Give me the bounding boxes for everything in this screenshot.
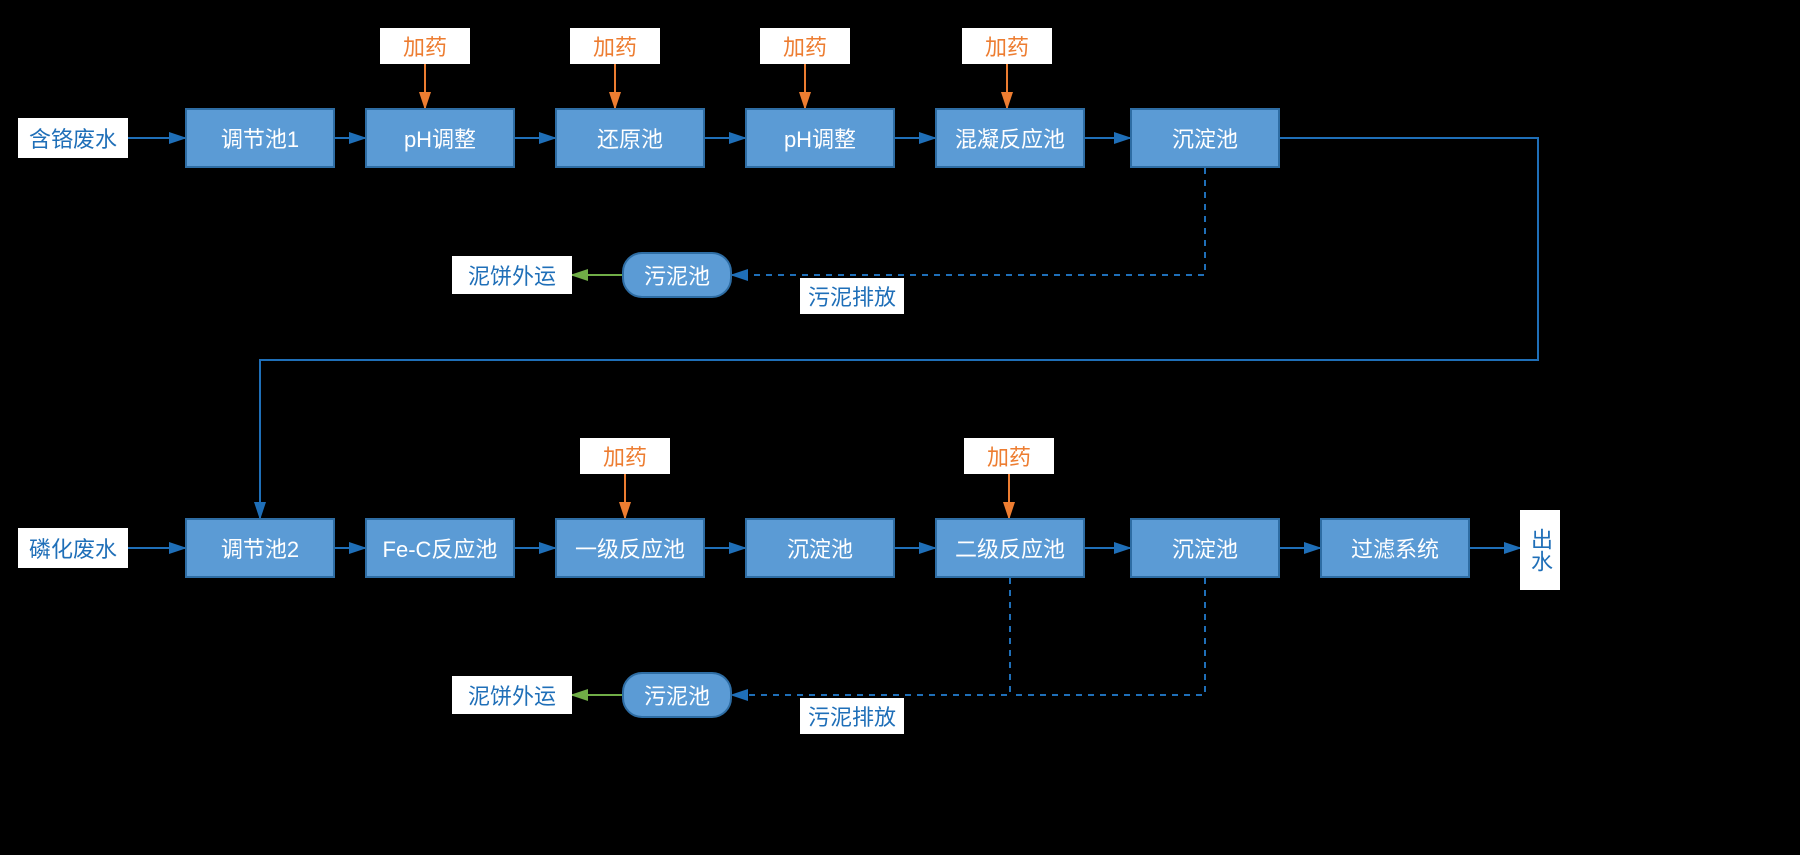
sludge-tank-1: 污泥池 <box>622 252 732 298</box>
addchem-5: 加药 <box>580 438 670 474</box>
process-filtration: 过滤系统 <box>1320 518 1470 578</box>
process-ph-adjust-2: pH调整 <box>745 108 895 168</box>
addchem-4: 加药 <box>962 28 1052 64</box>
process-sedimentation-3: 沉淀池 <box>1130 518 1280 578</box>
edge-label-sludge-discharge-1: 污泥排放 <box>800 278 904 314</box>
process-coagulation-tank: 混凝反应池 <box>935 108 1085 168</box>
process-adjust-tank-1: 调节池1 <box>185 108 335 168</box>
edge-q6-sludge2b <box>1010 578 1205 695</box>
edge-label-sludge-discharge-2: 污泥排放 <box>800 698 904 734</box>
input-chromium-wastewater: 含铬废水 <box>18 118 128 158</box>
edge-q5-sludge2a <box>732 578 1010 695</box>
addchem-3: 加药 <box>760 28 850 64</box>
process-secondary-reactor: 二级反应池 <box>935 518 1085 578</box>
process-adjust-tank-2: 调节池2 <box>185 518 335 578</box>
edge-p6-sludge1 <box>732 168 1205 275</box>
addchem-6: 加药 <box>964 438 1054 474</box>
cake-out-2: 泥饼外运 <box>452 676 572 714</box>
process-sedimentation-2: 沉淀池 <box>745 518 895 578</box>
cake-out-1: 泥饼外运 <box>452 256 572 294</box>
addchem-2: 加药 <box>570 28 660 64</box>
process-sedimentation-1: 沉淀池 <box>1130 108 1280 168</box>
process-fe-c-reactor: Fe-C反应池 <box>365 518 515 578</box>
process-reduction-tank: 还原池 <box>555 108 705 168</box>
output-effluent: 出水 <box>1520 510 1560 590</box>
edge-p6-down-right <box>260 138 1538 518</box>
process-ph-adjust-1: pH调整 <box>365 108 515 168</box>
input-phosphating-wastewater: 磷化废水 <box>18 528 128 568</box>
process-primary-reactor: 一级反应池 <box>555 518 705 578</box>
sludge-tank-2: 污泥池 <box>622 672 732 718</box>
addchem-1: 加药 <box>380 28 470 64</box>
